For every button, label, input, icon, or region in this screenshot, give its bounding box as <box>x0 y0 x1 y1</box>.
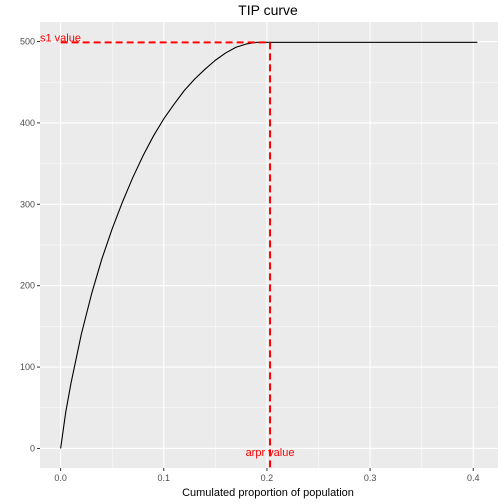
x-tick-label: 0.1 <box>158 473 171 483</box>
y-tick-label: 200 <box>20 281 35 291</box>
x-axis-label: Cumulated proportion of population <box>182 487 354 499</box>
y-axis-ticks: 0 100 200 300 400 500 <box>20 37 40 453</box>
y-tick-label: 300 <box>20 199 35 209</box>
grid-minor <box>40 22 498 468</box>
grid-major <box>40 22 498 468</box>
y-tick-label: 500 <box>20 37 35 47</box>
x-tick-label: 0.3 <box>364 473 377 483</box>
x-tick-label: 0.0 <box>54 473 67 483</box>
arpr-value-label: arpr value <box>246 447 295 459</box>
x-tick-label: 0.4 <box>467 473 480 483</box>
series-layer <box>60 41 478 449</box>
x-tick-label: 0.2 <box>261 473 274 483</box>
y-tick-label: 400 <box>20 118 35 128</box>
x-axis-ticks: 0.0 0.1 0.2 0.3 0.4 <box>54 468 480 483</box>
reference-lines <box>60 41 272 468</box>
s1-value-label: s1 value <box>40 32 81 44</box>
y-tick-label: 100 <box>20 362 35 372</box>
y-tick-label: 0 <box>30 443 35 453</box>
chart-title: TIP curve <box>238 2 298 18</box>
tip-curve-line <box>60 41 478 449</box>
